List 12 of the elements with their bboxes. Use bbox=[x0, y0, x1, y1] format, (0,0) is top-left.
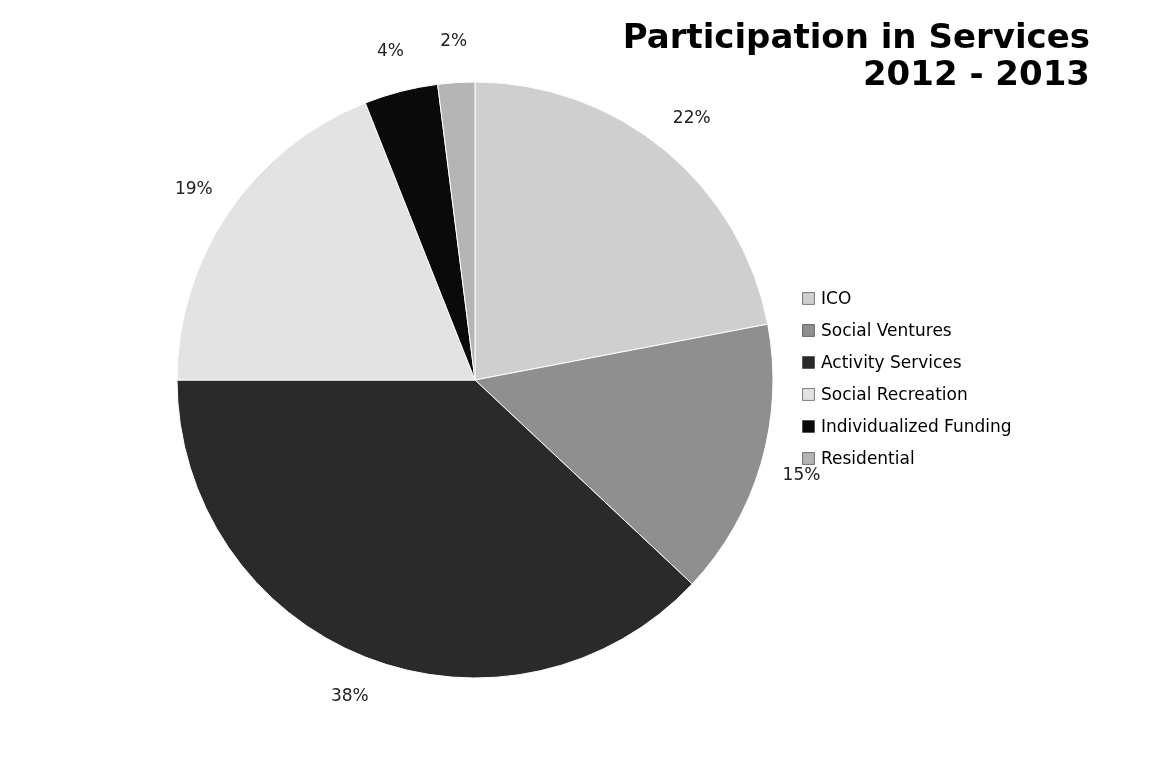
legend-label: ICO bbox=[821, 287, 852, 308]
legend-label: Residential bbox=[821, 447, 915, 468]
legend-label: Social Recreation bbox=[821, 383, 968, 404]
legend-label: Activity Services bbox=[821, 351, 962, 372]
data-label: 38% bbox=[330, 685, 369, 706]
data-label: 15% bbox=[782, 463, 821, 484]
data-label: 4% bbox=[376, 39, 404, 60]
data-label: 19% bbox=[174, 177, 213, 198]
data-label: 22% bbox=[672, 107, 711, 128]
legend-label: Individualized Funding bbox=[821, 415, 1012, 436]
legend-label: Social Ventures bbox=[821, 319, 952, 340]
data-label: 2% bbox=[440, 29, 468, 50]
